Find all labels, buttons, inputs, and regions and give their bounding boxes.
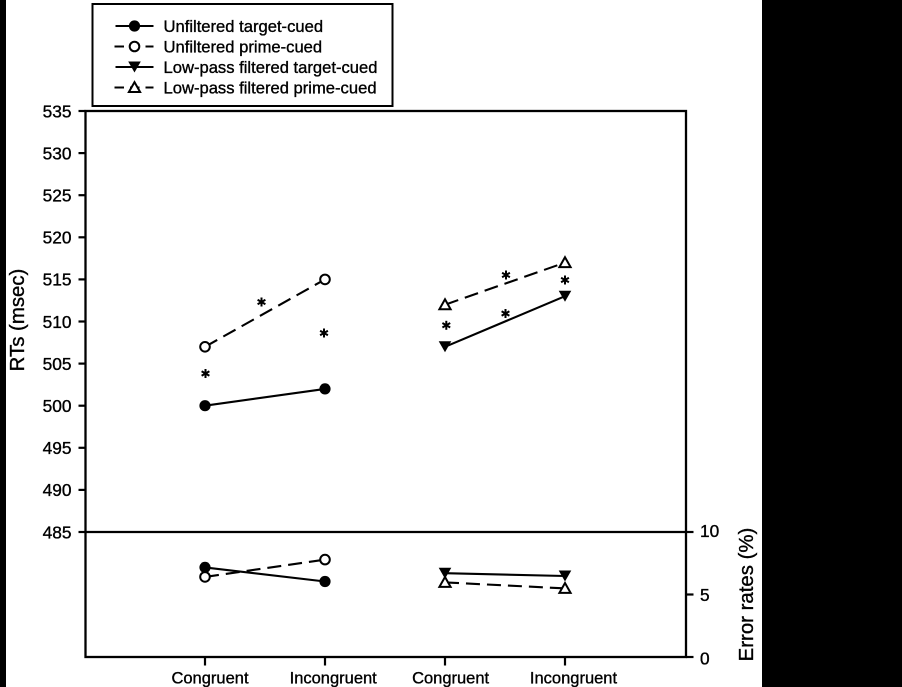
svg-text:485: 485 — [43, 522, 72, 542]
svg-text:495: 495 — [43, 438, 72, 458]
svg-text:505: 505 — [43, 354, 72, 374]
svg-text:535: 535 — [43, 101, 72, 121]
svg-text:500: 500 — [43, 396, 72, 416]
svg-text:490: 490 — [43, 480, 72, 500]
svg-text:Congruent: Congruent — [412, 670, 489, 687]
svg-text:RTs (msec): RTs (msec) — [7, 269, 29, 372]
svg-text:525: 525 — [43, 186, 72, 206]
svg-text:10: 10 — [700, 521, 719, 541]
svg-text:520: 520 — [43, 228, 72, 248]
svg-text:Unfiltered prime-cued: Unfiltered prime-cued — [164, 38, 323, 57]
svg-text:530: 530 — [43, 143, 72, 163]
svg-text:Congruent: Congruent — [171, 670, 248, 687]
svg-text:Low-pass filtered target-cued: Low-pass filtered target-cued — [164, 58, 378, 77]
svg-text:Unfiltered target-cued: Unfiltered target-cued — [164, 17, 324, 36]
svg-text:Low-pass filtered prime-cued: Low-pass filtered prime-cued — [164, 79, 377, 98]
svg-text:5: 5 — [700, 585, 710, 605]
svg-text:Incongruent: Incongruent — [530, 670, 618, 687]
svg-text:510: 510 — [43, 312, 72, 332]
svg-text:Incongruent: Incongruent — [290, 670, 378, 687]
svg-text:Error rates (%): Error rates (%) — [736, 528, 758, 662]
svg-text:0: 0 — [700, 649, 710, 669]
svg-text:515: 515 — [43, 270, 72, 290]
